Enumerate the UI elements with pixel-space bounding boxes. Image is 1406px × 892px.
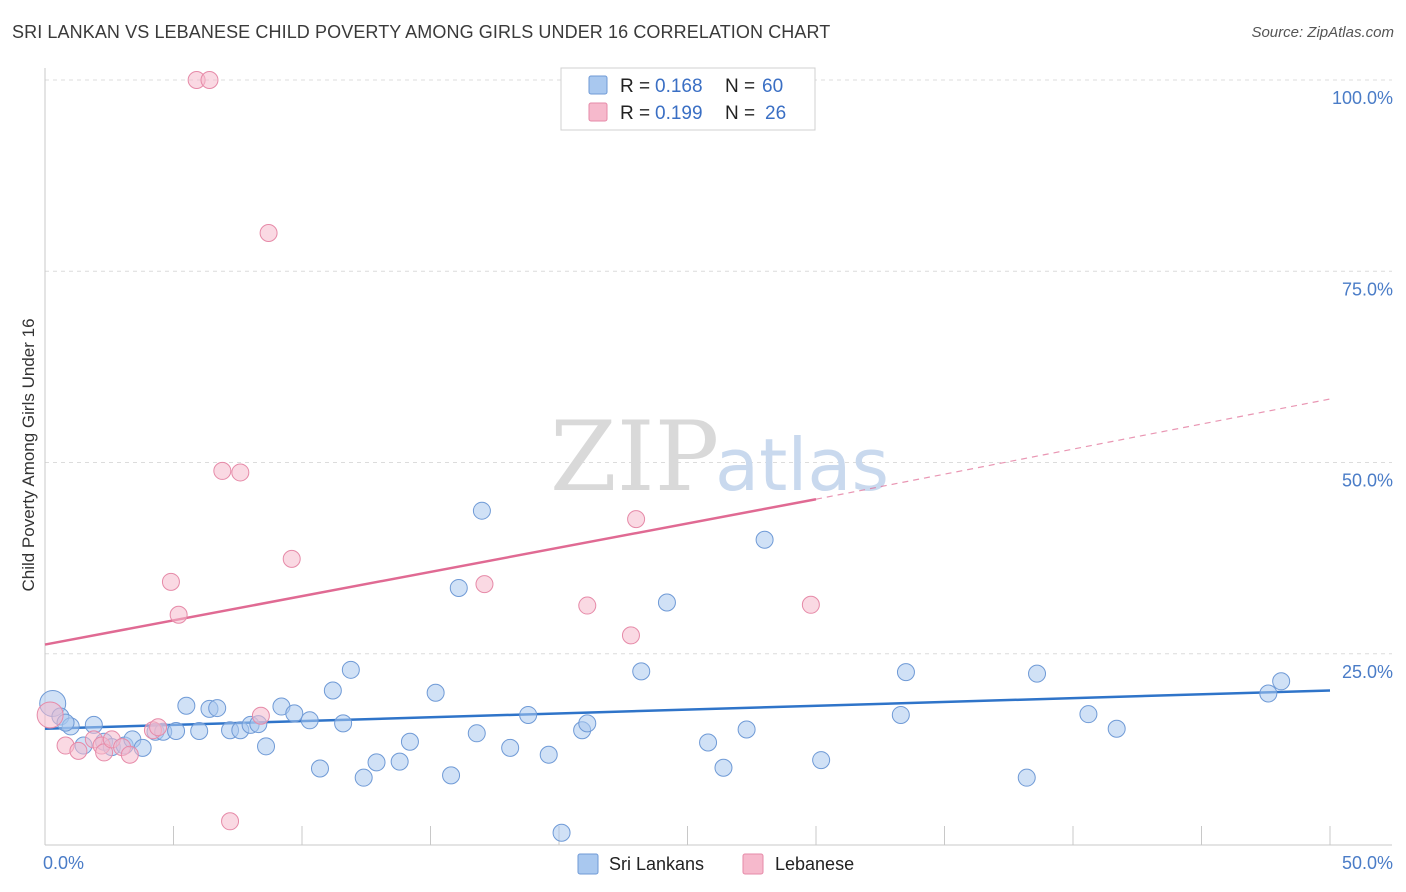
point-sri-lankans xyxy=(390,752,409,771)
point-sri-lankans xyxy=(812,751,831,770)
series-legend: Sri Lankans Lebanese xyxy=(577,853,854,875)
point-sri-lankans xyxy=(449,578,468,597)
point-lebanese xyxy=(213,461,232,480)
legend-r-value: 0.199 xyxy=(655,103,703,124)
point-sri-lankans xyxy=(190,722,209,741)
legend-swatch-lebanese xyxy=(588,102,608,122)
point-sri-lankans xyxy=(167,722,186,741)
point-sri-lankans xyxy=(737,720,756,739)
y-tick-label: 100.0% xyxy=(1332,88,1393,108)
point-sri-lankans xyxy=(354,768,373,787)
point-sri-lankans xyxy=(426,683,445,702)
point-sri-lankans xyxy=(714,758,733,777)
point-sri-lankans xyxy=(896,663,915,682)
point-sri-lankans xyxy=(657,593,676,612)
point-lebanese xyxy=(221,812,240,831)
legend-n-value: 26 xyxy=(765,103,786,124)
series-name-sri-lankans: Sri Lankans xyxy=(609,854,704,874)
legend-n-value: 60 xyxy=(762,76,783,97)
point-lebanese xyxy=(475,575,494,594)
point-sri-lankans xyxy=(1079,705,1098,724)
legend-n-label: N = xyxy=(725,103,755,124)
point-sri-lankans xyxy=(442,766,461,785)
point-sri-lankans xyxy=(1028,664,1047,683)
point-sri-lankans xyxy=(891,705,910,724)
watermark-atlas: atlas xyxy=(715,423,889,507)
point-lebanese xyxy=(149,718,168,737)
point-sri-lankans xyxy=(1272,672,1291,691)
point-sri-lankans xyxy=(1017,768,1036,787)
point-sri-lankans xyxy=(552,823,571,842)
point-sri-lankans xyxy=(699,733,718,752)
gridlines xyxy=(45,79,1392,655)
point-sri-lankans xyxy=(285,704,304,723)
point-lebanese xyxy=(231,463,250,482)
point-lebanese xyxy=(169,605,188,624)
x-tick-label: 50.0% xyxy=(1342,853,1393,873)
point-sri-lankans xyxy=(300,711,319,730)
point-sri-lankans xyxy=(472,501,491,520)
correlation-legend: R = 0.168 N = 60 R = 0.199 N = 26 xyxy=(560,67,816,131)
watermark: ZIP atlas xyxy=(550,401,889,513)
point-sri-lankans xyxy=(341,660,360,679)
point-lebanese xyxy=(36,701,64,729)
point-lebanese xyxy=(161,572,180,591)
point-sri-lankans xyxy=(208,699,227,718)
series-swatch-lebanese xyxy=(742,853,764,875)
y-tick-label: 50.0% xyxy=(1342,471,1393,491)
series-name-lebanese: Lebanese xyxy=(775,854,854,874)
point-sri-lankans xyxy=(501,738,520,757)
point-sri-lankans xyxy=(400,732,419,751)
point-lebanese xyxy=(259,224,278,242)
point-lebanese xyxy=(578,596,597,615)
y-tick-labels: 100.0% 75.0% 50.0% 25.0% xyxy=(1332,88,1393,682)
y-tick-label: 75.0% xyxy=(1342,279,1393,299)
legend-n-label: N = xyxy=(725,76,755,97)
series-swatch-sri-lankans xyxy=(577,853,599,875)
point-sri-lankans xyxy=(1259,684,1278,703)
y-tick-label: 25.0% xyxy=(1342,662,1393,682)
legend-r-label: R = xyxy=(620,76,650,97)
point-lebanese xyxy=(251,706,270,725)
point-sri-lankans xyxy=(578,714,597,733)
y-axis-label: Child Poverty Among Girls Under 16 xyxy=(19,318,38,591)
point-sri-lankans xyxy=(632,662,651,681)
point-lebanese xyxy=(120,745,139,764)
watermark-zip: ZIP xyxy=(550,401,719,513)
trend-extension-lebanese xyxy=(815,398,1331,500)
point-lebanese xyxy=(801,595,820,614)
point-sri-lankans xyxy=(310,759,329,778)
x-tick-label: 0.0% xyxy=(43,853,84,873)
point-sri-lankans xyxy=(367,753,386,772)
point-sri-lankans xyxy=(467,724,486,743)
legend-r-value: 0.168 xyxy=(655,76,703,97)
point-sri-lankans xyxy=(177,696,196,715)
point-lebanese xyxy=(69,741,88,760)
point-sri-lankans xyxy=(539,745,558,764)
point-lebanese xyxy=(282,549,301,568)
point-sri-lankans xyxy=(519,705,538,724)
point-sri-lankans xyxy=(334,714,353,733)
trend-line-lebanese xyxy=(44,497,817,646)
point-lebanese xyxy=(200,71,219,89)
point-lebanese xyxy=(627,510,646,529)
point-sri-lankans xyxy=(323,681,342,700)
legend-swatch-sri-lankans xyxy=(588,75,608,95)
data-points xyxy=(36,71,1291,842)
x-tick-labels: 0.0% 50.0% xyxy=(43,853,1393,873)
chart-title: SRI LANKAN VS LEBANESE CHILD POVERTY AMO… xyxy=(12,22,831,42)
point-sri-lankans xyxy=(1107,719,1126,738)
source-label: Source: ZipAtlas.com xyxy=(1251,24,1394,41)
point-sri-lankans xyxy=(755,530,774,549)
point-sri-lankans xyxy=(257,737,276,756)
point-lebanese xyxy=(621,626,640,645)
legend-r-label: R = xyxy=(620,103,650,124)
